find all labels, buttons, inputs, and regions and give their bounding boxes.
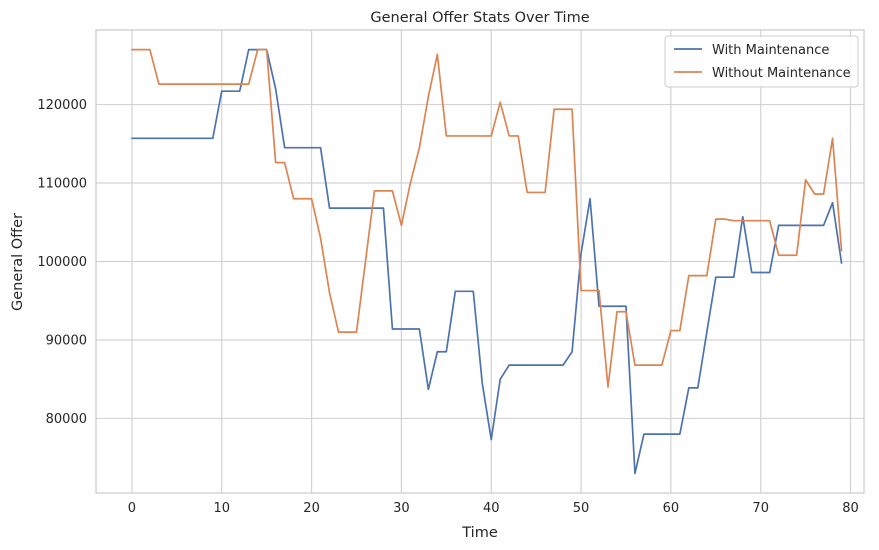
x-tick-labels: 0 10 20 30 40 50 60 70 80 [128, 501, 859, 516]
y-tick-label: 90000 [46, 333, 87, 348]
y-tick-labels: 80000 90000 100000 110000 120000 [37, 98, 87, 427]
series-line-without-maintenance [131, 48, 843, 388]
x-tick-label: 60 [663, 501, 680, 516]
x-tick-label: 80 [842, 501, 859, 516]
y-tick-label: 110000 [37, 177, 87, 192]
y-tick-label: 100000 [37, 255, 87, 270]
legend-box [664, 35, 859, 88]
y-tick-label: 120000 [37, 98, 87, 113]
x-axis-label: Time [461, 525, 498, 541]
legend: With Maintenance Without Maintenance [664, 35, 859, 88]
series-line-with-maintenance [131, 48, 843, 475]
x-tick-label: 40 [483, 501, 500, 516]
y-tick-label: 80000 [46, 412, 87, 427]
x-tick-label: 50 [573, 501, 590, 516]
plot-frame [95, 29, 865, 494]
x-tick-label: 70 [752, 501, 769, 516]
x-tick-label: 20 [303, 501, 320, 516]
legend-label-with-maintenance: With Maintenance [712, 43, 829, 58]
chart-title: General Offer Stats Over Time [370, 10, 589, 26]
x-tick-label: 10 [213, 501, 230, 516]
legend-label-without-maintenance: Without Maintenance [712, 66, 851, 81]
series-group [131, 48, 843, 475]
y-axis-label: General Offer [10, 213, 26, 311]
x-tick-label: 0 [128, 501, 136, 516]
x-tick-label: 30 [393, 501, 410, 516]
